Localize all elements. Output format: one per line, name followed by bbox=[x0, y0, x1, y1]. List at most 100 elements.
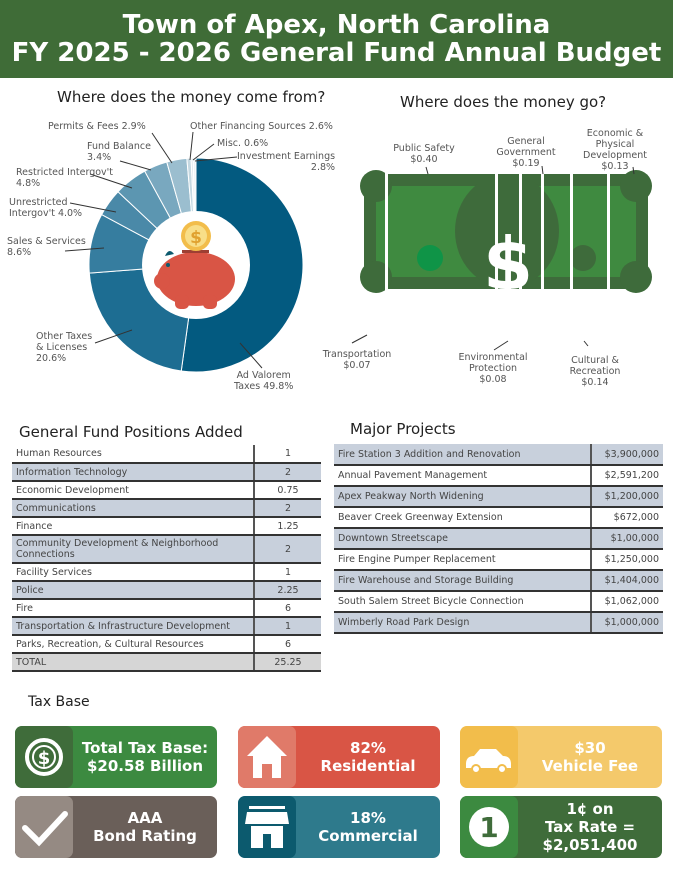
row-label: Facility Services bbox=[12, 563, 254, 582]
table-row: South Salem Street Bicycle Connection $1,… bbox=[334, 591, 663, 613]
row-value: 0.75 bbox=[253, 481, 321, 500]
svg-text:$: $ bbox=[38, 748, 51, 769]
card-text: 82% Residential bbox=[296, 726, 440, 788]
checkmark-icon bbox=[15, 796, 73, 858]
row-value: 2 bbox=[253, 499, 321, 518]
row-value: 1 bbox=[253, 617, 321, 636]
total-row: TOTAL 25.25 bbox=[12, 653, 321, 672]
label-restricted: Restricted Intergov't 4.8% bbox=[16, 167, 114, 189]
table-row: Beaver Creek Greenway Extension $672,000 bbox=[334, 507, 663, 529]
row-label: Parks, Recreation, & Cultural Resources bbox=[12, 635, 254, 654]
card-line: 18% bbox=[350, 809, 386, 827]
page-header: Town of Apex, North Carolina FY 2025 - 2… bbox=[0, 0, 673, 78]
card-line: $20.58 Billion bbox=[86, 757, 204, 775]
table-row: Parks, Recreation, & Cultural Resources 6 bbox=[12, 635, 321, 654]
row-value: $2,591,200 bbox=[590, 465, 663, 487]
row-label: Apex Peakway North Widening bbox=[334, 486, 591, 508]
row-label: Information Technology bbox=[12, 463, 254, 482]
card-line: 82% bbox=[350, 739, 386, 757]
table-row: Fire Station 3 Addition and Renovation $3… bbox=[334, 444, 663, 466]
card-line: AAA bbox=[127, 809, 163, 827]
taxbase-card: $ Total Tax Base: $20.58 Billion bbox=[15, 726, 217, 788]
row-value: $1,200,000 bbox=[590, 486, 663, 508]
row-value: 2 bbox=[253, 535, 321, 564]
table-row: Human Resources 1 bbox=[12, 445, 321, 464]
card-line: Commercial bbox=[318, 827, 418, 845]
positions-title: General Fund Positions Added bbox=[19, 423, 243, 441]
row-label: Police bbox=[12, 581, 254, 600]
card-line: Residential bbox=[320, 757, 416, 775]
taxbase-title: Tax Base bbox=[28, 694, 90, 710]
table-row: Downtown Streetscape $1,00,000 bbox=[334, 528, 663, 550]
label-transportation: Transportation $0.07 bbox=[322, 349, 392, 371]
title-line-1: Town of Apex, North Carolina bbox=[122, 10, 551, 40]
label-investment-earnings: Investment Earnings 2.8% bbox=[237, 151, 336, 173]
table-row: Transportation & Infrastructure Developm… bbox=[12, 617, 321, 636]
row-label: Transportation & Infrastructure Developm… bbox=[12, 617, 254, 636]
label-fund-balance: Fund Balance 3.4% bbox=[87, 141, 151, 163]
card-line: Bond Rating bbox=[93, 827, 197, 845]
row-label: Fire Warehouse and Storage Building bbox=[334, 570, 591, 592]
card-line: Vehicle Fee bbox=[541, 757, 639, 775]
table-row: Fire Warehouse and Storage Building $1,40… bbox=[334, 570, 663, 592]
label-public-safety: Public Safety $0.40 bbox=[393, 143, 455, 165]
row-value: $1,000,000 bbox=[590, 612, 663, 634]
row-label: Community Development & Neighborhood Con… bbox=[12, 535, 254, 564]
row-label: Fire bbox=[12, 599, 254, 618]
taxbase-card: AAA Bond Rating bbox=[15, 796, 217, 858]
label-economic-development: Economic & Physical Development $0.13 bbox=[583, 128, 647, 172]
row-label: Downtown Streetscape bbox=[334, 528, 591, 550]
svg-text:$: $ bbox=[190, 228, 202, 248]
row-value: 2.25 bbox=[253, 581, 321, 600]
row-label: Wimberly Road Park Design bbox=[334, 612, 591, 634]
row-value: $1,404,000 bbox=[590, 570, 663, 592]
card-line: Total Tax Base: bbox=[81, 739, 209, 757]
label-environmental-protection: Environmental Protection $0.08 bbox=[458, 352, 528, 385]
row-value: 6 bbox=[253, 599, 321, 618]
svg-text:$: $ bbox=[483, 222, 533, 306]
table-row: Apex Peakway North Widening $1,200,000 bbox=[334, 486, 663, 508]
table-row: Facility Services 1 bbox=[12, 563, 321, 582]
label-other-financing: Other Financing Sources 2.6% bbox=[190, 121, 333, 132]
row-value: $1,250,000 bbox=[590, 549, 663, 571]
projects-table: Fire Station 3 Addition and Renovation $3… bbox=[334, 444, 663, 634]
card-line: Tax Rate = bbox=[544, 818, 636, 836]
card-line: $2,051,400 bbox=[542, 836, 638, 854]
table-row: Fire Engine Pumper Replacement $1,250,000 bbox=[334, 549, 663, 571]
row-label: Fire Station 3 Addition and Renovation bbox=[334, 444, 591, 466]
table-row: Fire 6 bbox=[12, 599, 321, 618]
row-value: 2 bbox=[253, 463, 321, 482]
row-label: Finance bbox=[12, 517, 254, 536]
table-row: Communications 2 bbox=[12, 499, 321, 518]
piggy-bank-icon: $ bbox=[142, 211, 250, 319]
positions-table: Human Resources 1 Information Technology 2 E… bbox=[12, 445, 321, 672]
total-value: 25.25 bbox=[253, 653, 321, 672]
dollar-coin-icon: $ bbox=[15, 726, 73, 788]
row-label: Fire Engine Pumper Replacement bbox=[334, 549, 591, 571]
table-row: Annual Pavement Management $2,591,200 bbox=[334, 465, 663, 487]
total-label: TOTAL bbox=[12, 653, 254, 672]
taxbase-card: $30 Vehicle Fee bbox=[460, 726, 662, 788]
expenses-title: Where does the money go? bbox=[400, 93, 607, 111]
dollar-bill-icon: $ bbox=[360, 170, 652, 306]
row-label: Communications bbox=[12, 499, 254, 518]
row-label: Economic Development bbox=[12, 481, 254, 500]
label-cultural-recreation: Cultural & Recreation $0.14 bbox=[569, 355, 621, 388]
row-label: South Salem Street Bicycle Connection bbox=[334, 591, 591, 613]
card-line: 1¢ on bbox=[566, 800, 614, 818]
bill-leader-lines bbox=[351, 165, 635, 351]
table-row: Economic Development 0.75 bbox=[12, 481, 321, 500]
graphics-layer: $ $ bbox=[64, 131, 652, 373]
card-line: $30 bbox=[574, 739, 606, 757]
row-value: $1,00,000 bbox=[590, 528, 663, 550]
row-value: $672,000 bbox=[590, 507, 663, 529]
row-value: 1 bbox=[253, 445, 321, 464]
table-row: Information Technology 2 bbox=[12, 463, 321, 482]
row-value: 1 bbox=[253, 563, 321, 582]
label-ad-valorem: Ad Valorem Taxes 49.8% bbox=[234, 370, 294, 392]
taxbase-card: 18% Commercial bbox=[238, 796, 440, 858]
label-general-government: General Government $0.19 bbox=[496, 136, 556, 169]
label-sales-services: Sales & Services 8.6% bbox=[7, 236, 86, 258]
svg-text:1: 1 bbox=[479, 811, 498, 844]
card-text: AAA Bond Rating bbox=[73, 796, 217, 858]
